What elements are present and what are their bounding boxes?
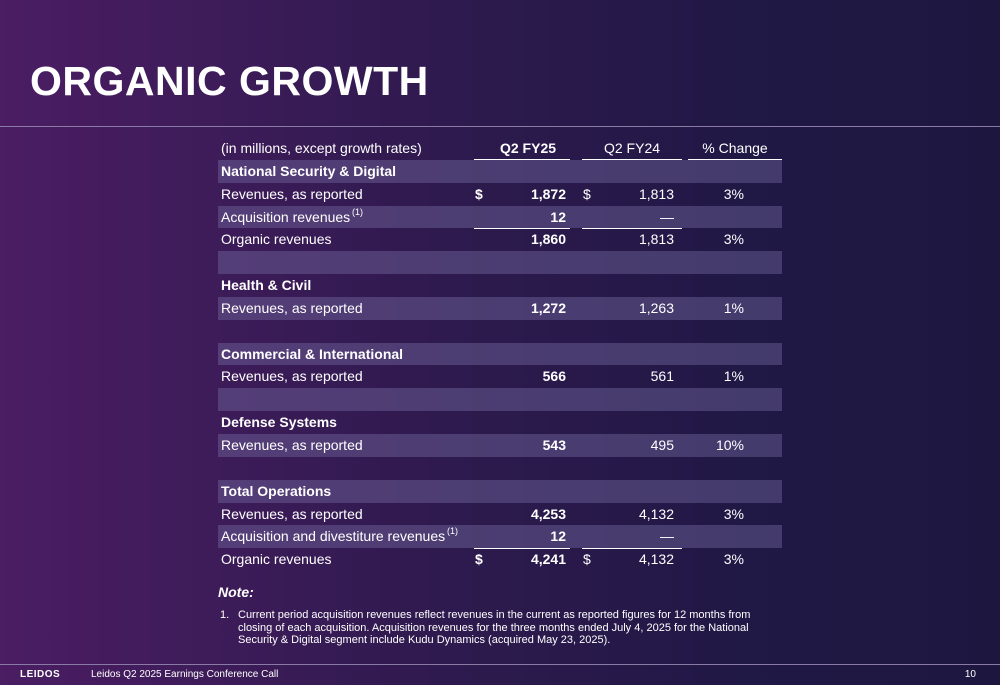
row-label: Organic revenues — [221, 231, 332, 248]
organic-growth-table: (in millions, except growth rates) Q2 FY… — [218, 137, 782, 571]
row-label: Revenues, as reported — [221, 505, 363, 522]
title-divider — [0, 126, 1000, 127]
column-header-q2-fy25: Q2 FY25 — [499, 140, 557, 156]
table-row — [218, 320, 782, 343]
note-text: Current period acquisition revenues refl… — [238, 609, 751, 646]
footer-divider — [0, 664, 1000, 665]
row-label: Revenues, as reported — [221, 299, 363, 316]
value-q2-fy25: 1,872 — [530, 185, 566, 202]
table-header-row: (in millions, except growth rates) Q2 FY… — [218, 137, 782, 160]
value-q2-fy25: 566 — [542, 368, 566, 385]
subtotal-rule — [582, 228, 682, 230]
footnote-marker: (1) — [352, 206, 363, 217]
note-number: 1. — [220, 609, 230, 621]
table-row: Revenues, as reported 566 561 1% — [218, 365, 782, 388]
section-heading: Health & Civil — [221, 277, 312, 294]
row-label: Revenues, as reported — [221, 368, 363, 385]
value-change: 3% — [723, 505, 744, 522]
value-q2-fy24: 561 — [650, 368, 674, 385]
table-header-label: (in millions, except growth rates) — [221, 140, 422, 156]
value-change: 10% — [715, 436, 744, 453]
value-q2-fy24: 1,263 — [638, 299, 674, 316]
value-change: 1% — [723, 368, 744, 385]
table-row — [218, 457, 782, 480]
row-label: Acquisition revenues — [221, 208, 351, 225]
value-q2-fy25: 4,241 — [530, 551, 566, 568]
column-header-change: % Change — [702, 140, 768, 156]
subtotal-rule — [474, 228, 570, 230]
footer-caption: Leidos Q2 2025 Earnings Conference Call — [91, 669, 279, 680]
section-heading: National Security & Digital — [221, 162, 397, 179]
table-row: Revenues, as reported 1,272 1,263 1% — [218, 296, 782, 320]
row-label: Organic revenues — [221, 551, 332, 568]
value-q2-fy25: 12 — [550, 208, 566, 225]
table-row — [218, 388, 782, 412]
table-row: Organic revenues 1,860 1,813 3% — [218, 228, 782, 251]
footnote-marker: (1) — [447, 526, 458, 537]
table-row: Revenues, as reported $1,872 $1,813 3% — [218, 183, 782, 206]
page-number: 10 — [964, 669, 976, 680]
value-q2-fy24: 4,132 — [638, 505, 674, 522]
table-row: Acquisition and divestiture revenues (1) 1… — [218, 525, 782, 549]
value-change: 3% — [723, 231, 744, 248]
currency-sign-q2-fy24: $ — [583, 185, 591, 202]
value-q2-fy25: 12 — [550, 528, 566, 545]
table-row: Organic revenues $4,241 $4,132 3% — [218, 548, 782, 571]
table-row: National Security & Digital — [218, 159, 782, 183]
subtotal-rule — [474, 548, 570, 550]
table-row: Acquisition revenues (1) 12 — — [218, 205, 782, 229]
value-change: 1% — [723, 299, 744, 316]
header-underline-col3 — [688, 158, 782, 160]
header-underline-col1 — [474, 158, 570, 160]
row-label: Revenues, as reported — [221, 185, 363, 202]
value-q2-fy24: 1,813 — [638, 185, 674, 202]
value-q2-fy24: 495 — [650, 436, 674, 453]
value-q2-fy24: — — [660, 528, 674, 545]
section-heading: Total Operations — [221, 482, 332, 499]
currency-sign-q2-fy25: $ — [475, 551, 483, 568]
note-title: Note: — [218, 584, 254, 600]
table-body: National Security & Digital Revenues, as … — [218, 159, 782, 571]
value-change: 3% — [723, 551, 744, 568]
table-row: Commercial & International — [218, 342, 782, 366]
subtotal-rule — [582, 548, 682, 550]
row-label: Revenues, as reported — [221, 436, 363, 453]
table-row: Defense Systems — [218, 411, 782, 434]
page-title: ORGANIC GROWTH — [30, 58, 429, 104]
column-header-q2-fy24: Q2 FY24 — [603, 140, 661, 156]
table-row: Revenues, as reported 4,253 4,132 3% — [218, 503, 782, 526]
value-q2-fy24: 1,813 — [638, 231, 674, 248]
leidos-logo: LEIDOS — [20, 669, 61, 680]
row-label: Acquisition and divestiture revenues — [221, 528, 446, 545]
value-q2-fy25: 4,253 — [530, 505, 566, 522]
table-row: Total Operations — [218, 479, 782, 503]
table-row — [218, 251, 782, 275]
value-q2-fy24: 4,132 — [638, 551, 674, 568]
value-q2-fy25: 543 — [542, 436, 566, 453]
header-underline-col2 — [582, 158, 682, 160]
section-heading: Commercial & International — [221, 345, 404, 362]
value-q2-fy24: — — [660, 208, 674, 225]
value-change: 3% — [723, 185, 744, 202]
value-q2-fy25: 1,860 — [530, 231, 566, 248]
currency-sign-q2-fy25: $ — [475, 185, 483, 202]
table-row: Revenues, as reported 543 495 10% — [218, 433, 782, 457]
table-row: Health & Civil — [218, 274, 782, 297]
value-q2-fy25: 1,272 — [530, 299, 566, 316]
currency-sign-q2-fy24: $ — [583, 551, 591, 568]
section-heading: Defense Systems — [221, 414, 337, 431]
